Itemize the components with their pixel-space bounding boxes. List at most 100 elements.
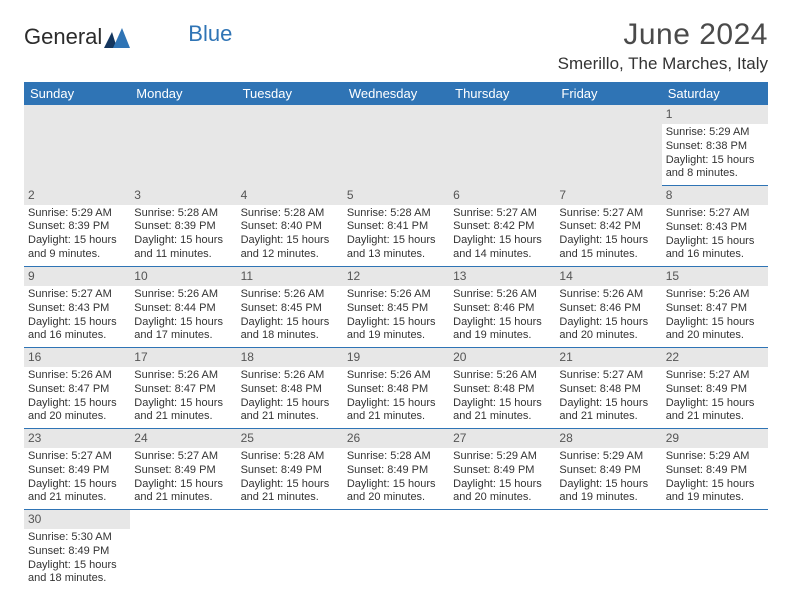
calendar-cell: 14Sunrise: 5:26 AMSunset: 8:46 PMDayligh… (555, 267, 661, 348)
daylight-line: Daylight: 15 hours and 19 minutes. (559, 478, 657, 506)
sunset-line: Sunset: 8:48 PM (453, 383, 551, 397)
calendar-cell: 2Sunrise: 5:29 AMSunset: 8:39 PMDaylight… (24, 186, 130, 267)
day-body: Sunrise: 5:27 AMSunset: 8:49 PMDaylight:… (130, 448, 236, 509)
day-number: 5 (343, 186, 449, 205)
sunset-line: Sunset: 8:48 PM (347, 383, 445, 397)
day-body: Sunrise: 5:26 AMSunset: 8:45 PMDaylight:… (237, 286, 343, 347)
sunset-line: Sunset: 8:46 PM (559, 302, 657, 316)
sunrise-line: Sunrise: 5:26 AM (347, 369, 445, 383)
sunset-line: Sunset: 8:49 PM (28, 545, 126, 559)
sunrise-line: Sunrise: 5:28 AM (347, 450, 445, 464)
location-label: Smerillo, The Marches, Italy (558, 54, 768, 74)
day-body: Sunrise: 5:28 AMSunset: 8:49 PMDaylight:… (343, 448, 449, 509)
day-number: 23 (24, 429, 130, 448)
daylight-line: Daylight: 15 hours and 21 minutes. (666, 397, 764, 425)
sunrise-line: Sunrise: 5:27 AM (666, 207, 764, 221)
daylight-line: Daylight: 15 hours and 16 minutes. (666, 235, 764, 263)
sunrise-line: Sunrise: 5:26 AM (666, 288, 764, 302)
calendar-cell: 25Sunrise: 5:28 AMSunset: 8:49 PMDayligh… (237, 429, 343, 510)
calendar-cell (343, 510, 449, 591)
title-block: June 2024 Smerillo, The Marches, Italy (558, 18, 768, 74)
logo: General Blue (24, 24, 232, 50)
calendar-table: SundayMondayTuesdayWednesdayThursdayFrid… (24, 82, 768, 590)
sunrise-line: Sunrise: 5:26 AM (134, 288, 232, 302)
calendar-row: 1Sunrise: 5:29 AMSunset: 8:38 PMDaylight… (24, 105, 768, 186)
sunrise-line: Sunrise: 5:29 AM (453, 450, 551, 464)
day-body: Sunrise: 5:27 AMSunset: 8:49 PMDaylight:… (662, 367, 768, 428)
day-number: 15 (662, 267, 768, 286)
daylight-line: Daylight: 15 hours and 15 minutes. (559, 234, 657, 262)
calendar-cell: 9Sunrise: 5:27 AMSunset: 8:43 PMDaylight… (24, 267, 130, 348)
daylight-line: Daylight: 15 hours and 18 minutes. (241, 316, 339, 344)
calendar-cell (662, 510, 768, 591)
calendar-cell: 27Sunrise: 5:29 AMSunset: 8:49 PMDayligh… (449, 429, 555, 510)
day-number: 2 (24, 186, 130, 205)
day-body: Sunrise: 5:29 AMSunset: 8:49 PMDaylight:… (662, 448, 768, 509)
sunset-line: Sunset: 8:48 PM (241, 383, 339, 397)
calendar-cell (237, 510, 343, 591)
day-body: Sunrise: 5:27 AMSunset: 8:42 PMDaylight:… (555, 205, 661, 266)
day-body: Sunrise: 5:27 AMSunset: 8:49 PMDaylight:… (24, 448, 130, 509)
daylight-line: Daylight: 15 hours and 19 minutes. (347, 316, 445, 344)
day-body: Sunrise: 5:27 AMSunset: 8:42 PMDaylight:… (449, 205, 555, 266)
sunset-line: Sunset: 8:42 PM (559, 220, 657, 234)
day-number: 10 (130, 267, 236, 286)
day-body: Sunrise: 5:27 AMSunset: 8:48 PMDaylight:… (555, 367, 661, 428)
calendar-cell (555, 105, 661, 186)
logo-mark-icon (104, 26, 130, 48)
calendar-cell: 10Sunrise: 5:26 AMSunset: 8:44 PMDayligh… (130, 267, 236, 348)
sunset-line: Sunset: 8:47 PM (134, 383, 232, 397)
day-body: Sunrise: 5:27 AMSunset: 8:43 PMDaylight:… (662, 205, 768, 266)
day-number: 24 (130, 429, 236, 448)
day-number: 7 (555, 186, 661, 205)
calendar-cell (449, 105, 555, 186)
sunset-line: Sunset: 8:42 PM (453, 220, 551, 234)
sunrise-line: Sunrise: 5:28 AM (241, 207, 339, 221)
sunrise-line: Sunrise: 5:26 AM (241, 369, 339, 383)
day-body: Sunrise: 5:26 AMSunset: 8:47 PMDaylight:… (662, 286, 768, 347)
daylight-line: Daylight: 15 hours and 21 minutes. (241, 397, 339, 425)
sunset-line: Sunset: 8:39 PM (134, 220, 232, 234)
day-number: 16 (24, 348, 130, 367)
sunrise-line: Sunrise: 5:26 AM (559, 288, 657, 302)
sunset-line: Sunset: 8:49 PM (666, 464, 764, 478)
sunset-line: Sunset: 8:41 PM (347, 220, 445, 234)
calendar-cell: 3Sunrise: 5:28 AMSunset: 8:39 PMDaylight… (130, 186, 236, 267)
sunrise-line: Sunrise: 5:29 AM (559, 450, 657, 464)
day-number: 13 (449, 267, 555, 286)
sunset-line: Sunset: 8:45 PM (347, 302, 445, 316)
sunrise-line: Sunrise: 5:27 AM (559, 207, 657, 221)
day-number: 4 (237, 186, 343, 205)
calendar-row: 30Sunrise: 5:30 AMSunset: 8:49 PMDayligh… (24, 510, 768, 591)
sunrise-line: Sunrise: 5:29 AM (666, 126, 764, 140)
day-body: Sunrise: 5:26 AMSunset: 8:48 PMDaylight:… (343, 367, 449, 428)
sunset-line: Sunset: 8:39 PM (28, 220, 126, 234)
day-body: Sunrise: 5:28 AMSunset: 8:40 PMDaylight:… (237, 205, 343, 266)
day-number: 18 (237, 348, 343, 367)
calendar-cell: 11Sunrise: 5:26 AMSunset: 8:45 PMDayligh… (237, 267, 343, 348)
sunrise-line: Sunrise: 5:27 AM (134, 450, 232, 464)
sunrise-line: Sunrise: 5:29 AM (28, 207, 126, 221)
sunrise-line: Sunrise: 5:29 AM (666, 450, 764, 464)
sunset-line: Sunset: 8:46 PM (453, 302, 551, 316)
day-body: Sunrise: 5:26 AMSunset: 8:46 PMDaylight:… (555, 286, 661, 347)
daylight-line: Daylight: 15 hours and 21 minutes. (134, 397, 232, 425)
sunrise-line: Sunrise: 5:26 AM (28, 369, 126, 383)
calendar-page: General Blue June 2024 Smerillo, The Mar… (0, 0, 792, 608)
daylight-line: Daylight: 15 hours and 17 minutes. (134, 316, 232, 344)
day-number: 14 (555, 267, 661, 286)
daylight-line: Daylight: 15 hours and 21 minutes. (559, 397, 657, 425)
sunrise-line: Sunrise: 5:27 AM (28, 288, 126, 302)
weekday-header: Saturday (662, 82, 768, 105)
calendar-cell: 21Sunrise: 5:27 AMSunset: 8:48 PMDayligh… (555, 348, 661, 429)
sunrise-line: Sunrise: 5:27 AM (28, 450, 126, 464)
day-body: Sunrise: 5:26 AMSunset: 8:46 PMDaylight:… (449, 286, 555, 347)
calendar-cell: 16Sunrise: 5:26 AMSunset: 8:47 PMDayligh… (24, 348, 130, 429)
sunset-line: Sunset: 8:43 PM (28, 302, 126, 316)
sunrise-line: Sunrise: 5:28 AM (241, 450, 339, 464)
day-body: Sunrise: 5:29 AMSunset: 8:39 PMDaylight:… (24, 205, 130, 266)
day-body: Sunrise: 5:26 AMSunset: 8:44 PMDaylight:… (130, 286, 236, 347)
page-header: General Blue June 2024 Smerillo, The Mar… (24, 18, 768, 74)
sunset-line: Sunset: 8:43 PM (666, 221, 764, 235)
calendar-cell: 19Sunrise: 5:26 AMSunset: 8:48 PMDayligh… (343, 348, 449, 429)
